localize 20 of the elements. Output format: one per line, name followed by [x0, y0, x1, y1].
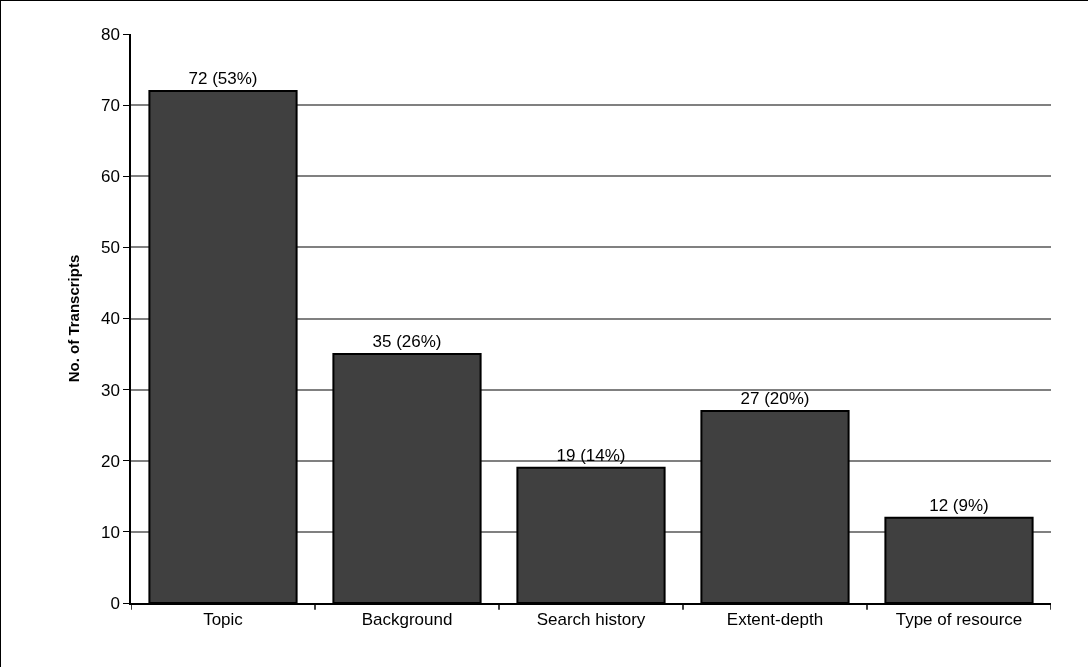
y-tick-label: 30 [100, 380, 120, 400]
x-tick-label: Background [361, 610, 453, 630]
x-tick-label: Search history [536, 610, 646, 630]
x-tick-label: Extent-depth [726, 610, 824, 630]
x-tick-label: Type of resource [895, 610, 1023, 630]
y-tick-label: 70 [100, 96, 120, 116]
y-tick-label: 10 [100, 522, 120, 542]
data-label: 19 (14%) [556, 445, 626, 465]
data-label: 12 (9%) [929, 495, 989, 515]
y-tick-label: 50 [100, 238, 120, 258]
data-label: 72 (53%) [188, 68, 258, 88]
y-axis-title: No. of Transcripts [64, 254, 82, 383]
data-label: 35 (26%) [372, 332, 442, 352]
x-tick-label: Topic [203, 610, 244, 630]
y-tick-label: 20 [100, 451, 120, 471]
y-tick-label: 0 [110, 593, 120, 613]
y-tick-label: 80 [100, 24, 120, 44]
y-tick-label: 60 [100, 167, 120, 187]
y-tick-label: 40 [100, 309, 120, 329]
data-label: 27 (20%) [740, 388, 810, 408]
